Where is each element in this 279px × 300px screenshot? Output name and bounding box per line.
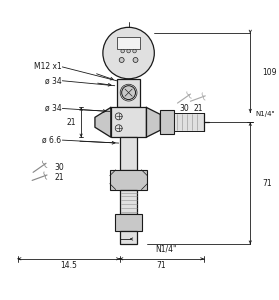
Circle shape [122,86,136,100]
Bar [120,231,138,244]
Bar [160,110,174,134]
Bar [110,170,147,190]
Text: ø 6.6: ø 6.6 [42,136,61,145]
Text: 71: 71 [157,261,166,270]
Text: 14.5: 14.5 [60,261,77,270]
Circle shape [133,58,138,62]
Bar [120,190,138,214]
Text: 21: 21 [193,104,203,113]
Bar [117,37,140,49]
Circle shape [133,49,136,53]
Circle shape [127,49,130,53]
Text: N1/4": N1/4" [255,111,275,117]
Circle shape [121,49,124,53]
Text: 30: 30 [54,163,64,172]
Text: 109: 109 [262,68,277,77]
Bar [174,113,204,131]
Text: ø 34: ø 34 [45,104,61,113]
Text: ø 34: ø 34 [45,76,61,85]
Bar [117,79,140,107]
Text: M12 x1: M12 x1 [33,62,61,71]
Circle shape [103,27,154,79]
Bar [111,107,146,137]
Polygon shape [146,107,160,137]
Text: N1/4": N1/4" [155,244,177,253]
Bar [115,214,143,231]
Text: 21: 21 [67,118,76,127]
Text: 30: 30 [179,104,189,113]
Text: 21: 21 [54,173,64,182]
Bar [120,137,138,170]
Polygon shape [95,107,111,137]
Text: 71: 71 [262,179,272,188]
Circle shape [119,58,124,62]
